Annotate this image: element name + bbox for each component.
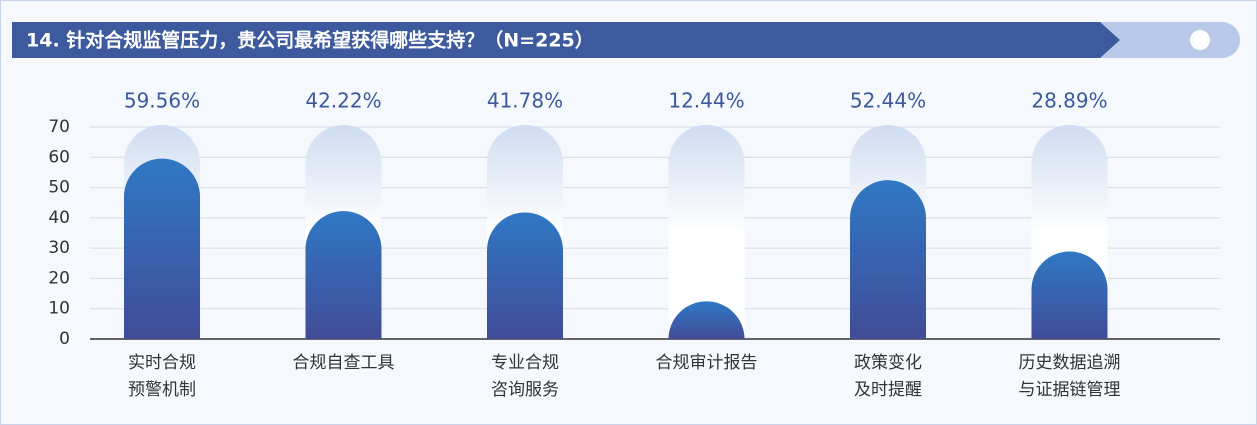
value-label: 59.56%	[124, 89, 200, 113]
value-label: 12.44%	[668, 89, 744, 113]
bar-track	[668, 124, 745, 339]
y-tick-label: 70	[48, 117, 70, 137]
x-tick-label: 合规审计报告	[655, 353, 758, 373]
value-label: 52.44%	[850, 89, 926, 113]
x-tick-label: 政策变化 及时提醒	[854, 353, 922, 400]
value-label: 41.78%	[487, 89, 563, 113]
y-tick-label: 20	[48, 268, 70, 288]
y-tick-label: 10	[48, 299, 70, 319]
bar	[487, 212, 563, 339]
chart-title: 14. 针对合规监管压力，贵公司最希望获得哪些支持？（N=225）	[26, 29, 594, 52]
y-tick-label: 0	[59, 329, 70, 349]
bar	[668, 301, 745, 339]
x-tick-label: 合规自查工具	[292, 353, 395, 373]
x-tick-label: 历史数据追溯 与证据链管理	[1018, 353, 1121, 400]
y-tick-label: 50	[48, 178, 70, 198]
bar	[1031, 251, 1108, 339]
banner	[12, 22, 1120, 58]
y-tick-label: 60	[48, 147, 70, 167]
bar	[850, 180, 926, 339]
x-tick-label: 专业合规 咨询服务	[491, 353, 559, 400]
x-tick-label: 实时合规 预警机制	[128, 353, 196, 400]
y-tick-label: 30	[48, 238, 70, 258]
bar	[305, 211, 382, 339]
banner-dot	[1190, 30, 1210, 50]
bar	[124, 158, 200, 339]
y-tick-label: 40	[48, 208, 70, 228]
value-label: 28.89%	[1031, 89, 1107, 113]
value-label: 42.22%	[305, 89, 381, 113]
